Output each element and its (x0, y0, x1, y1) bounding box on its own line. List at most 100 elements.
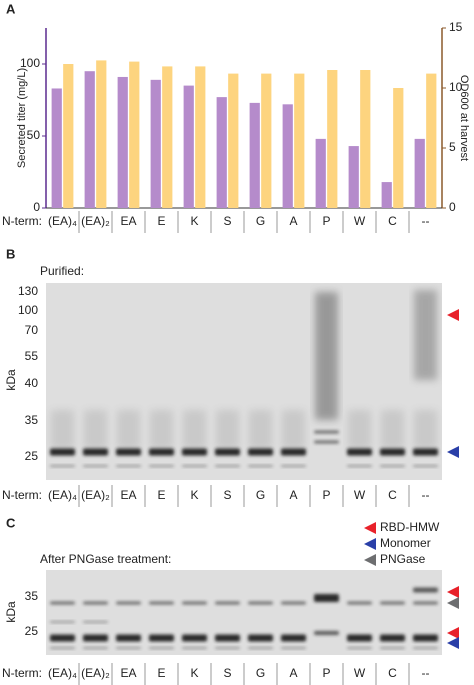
bar (195, 66, 206, 209)
lane-label: P (322, 488, 330, 502)
smear (216, 410, 239, 450)
band (116, 647, 141, 649)
lane-label: G (256, 214, 265, 228)
band (50, 621, 75, 623)
bar (282, 104, 293, 208)
band (281, 465, 306, 467)
band (215, 465, 240, 467)
band (314, 631, 339, 635)
arrow (447, 637, 459, 649)
band (347, 465, 372, 467)
lane-label: (EA)₄ (48, 666, 77, 680)
band (248, 448, 273, 456)
smear (282, 410, 305, 450)
band (149, 647, 174, 649)
smear (183, 410, 206, 450)
smear (117, 410, 140, 450)
band (182, 448, 207, 456)
band (182, 601, 207, 605)
band (149, 465, 174, 467)
band (50, 634, 75, 642)
band (215, 601, 240, 605)
band (380, 448, 405, 456)
gel-tick-label: 70 (25, 323, 39, 337)
bar (228, 73, 239, 208)
smear (84, 410, 107, 450)
bar (63, 64, 74, 208)
band (215, 448, 240, 456)
band (149, 634, 174, 642)
band (380, 634, 405, 642)
band (116, 601, 141, 605)
lane-label: K (190, 214, 198, 228)
band (83, 647, 108, 649)
band (380, 647, 405, 649)
lane-label: (EA)₂ (81, 666, 110, 680)
band (83, 601, 108, 605)
y2-tick-label: 10 (449, 80, 463, 94)
lane-label: A (289, 666, 297, 680)
lane-prefix: N-term: (2, 488, 42, 502)
arrow (447, 309, 459, 321)
band (149, 448, 174, 456)
bar (294, 73, 305, 208)
lane-label: W (354, 488, 366, 502)
band (347, 448, 372, 456)
band (314, 440, 339, 444)
band (116, 634, 141, 642)
panel-label: B (6, 246, 15, 261)
gel-axis-label: kDa (4, 601, 18, 623)
legend-swatch (364, 538, 376, 550)
bar (183, 85, 194, 208)
lane-label: (EA)₂ (81, 488, 110, 502)
band (50, 448, 75, 456)
lane-label: (EA)₄ (48, 214, 77, 228)
lane-label: S (223, 214, 231, 228)
band (281, 448, 306, 456)
band (248, 601, 273, 605)
band (413, 587, 438, 593)
band (83, 465, 108, 467)
band (50, 601, 75, 605)
gel (46, 283, 442, 480)
arrow (447, 627, 459, 639)
band (380, 601, 405, 605)
band (347, 601, 372, 605)
y2-axis-label: OD600 at harvest (458, 75, 470, 161)
smear (150, 410, 173, 450)
bar (393, 88, 404, 208)
band (83, 634, 108, 642)
lane-label: S (223, 488, 231, 502)
band (248, 647, 273, 649)
y-tick-label: 50 (27, 128, 41, 142)
gel-caption: After PNGase treatment: (40, 552, 171, 566)
gel-caption: Purified: (40, 264, 84, 278)
band (347, 647, 372, 649)
bar (84, 71, 95, 208)
smear (414, 290, 437, 380)
lane-label: EA (120, 666, 136, 680)
y-tick-label: 0 (33, 200, 40, 214)
bar (348, 146, 359, 208)
lane-label: C (388, 666, 397, 680)
panel-label: C (6, 515, 16, 530)
lane-label: C (388, 214, 397, 228)
band (50, 647, 75, 649)
bar (150, 79, 161, 208)
band (116, 448, 141, 456)
arrow (447, 446, 459, 458)
gel-tick-label: 100 (18, 303, 38, 317)
bar (315, 138, 326, 208)
lane-label: E (157, 214, 165, 228)
bar (117, 76, 128, 209)
band (413, 634, 438, 642)
band (182, 634, 207, 642)
smear (414, 410, 437, 450)
lane-label: EA (120, 488, 136, 502)
gel-tick-label: 130 (18, 284, 38, 298)
lane-label: A (289, 488, 297, 502)
lane-label: W (354, 666, 366, 680)
gel-tick-label: 25 (25, 449, 39, 463)
gel (46, 570, 442, 655)
